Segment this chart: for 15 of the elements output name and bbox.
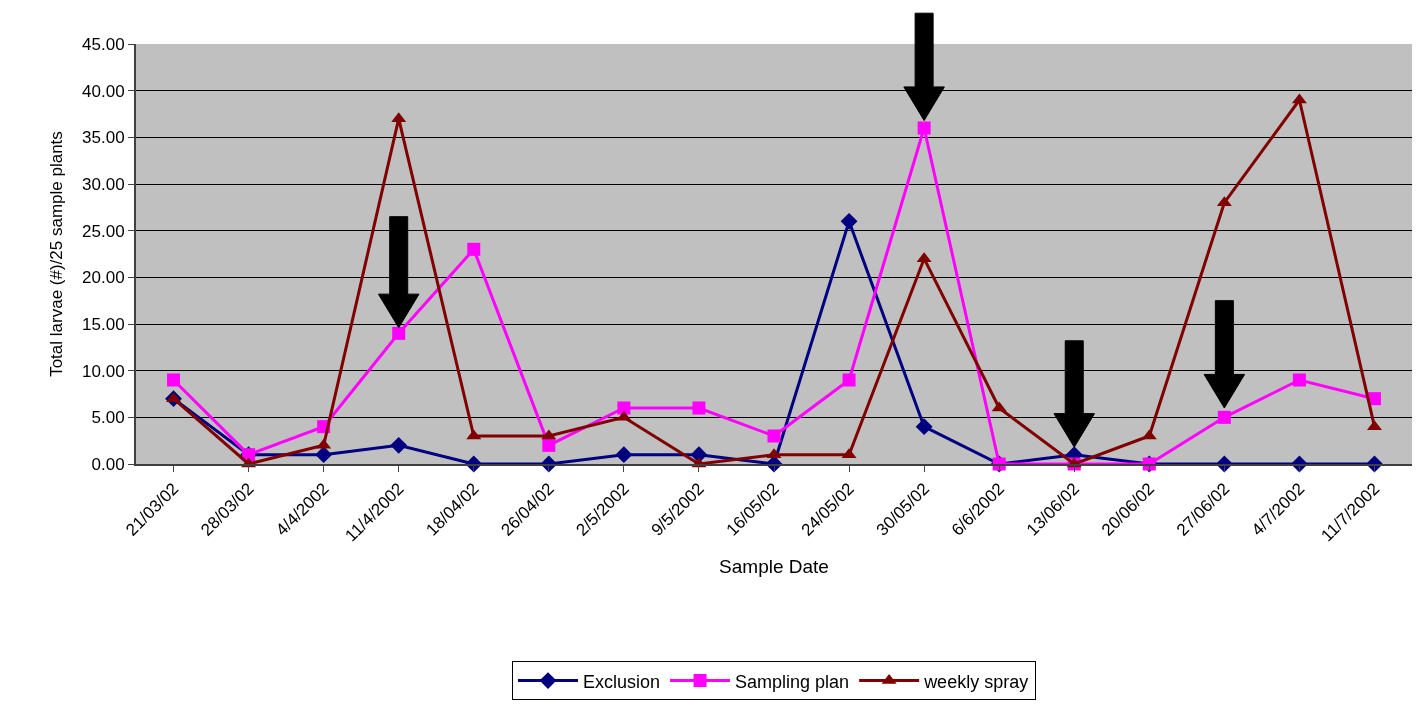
y-tick-label: 45.00 <box>82 34 125 54</box>
y-tick-label: 0.00 <box>91 454 125 474</box>
y-tick-label: 15.00 <box>82 314 125 334</box>
y-tick-label: 25.00 <box>82 221 125 241</box>
y-tick-label: 30.00 <box>82 174 125 194</box>
y-tick-label: 5.00 <box>91 408 125 428</box>
legend-label: weekly spray <box>923 671 1029 692</box>
y-tick-label: 10.00 <box>82 361 125 381</box>
y-tick-label: 20.00 <box>82 268 125 288</box>
x-axis-title: Sample Date <box>719 555 829 577</box>
legend-label: Exclusion <box>583 671 661 692</box>
y-tick-label: 35.00 <box>82 128 125 148</box>
y-tick-label: 40.00 <box>82 81 125 101</box>
legend-label: Sampling plan <box>735 671 850 692</box>
y-axis-title: Total larvae (#)/25 sample plants <box>47 131 67 377</box>
